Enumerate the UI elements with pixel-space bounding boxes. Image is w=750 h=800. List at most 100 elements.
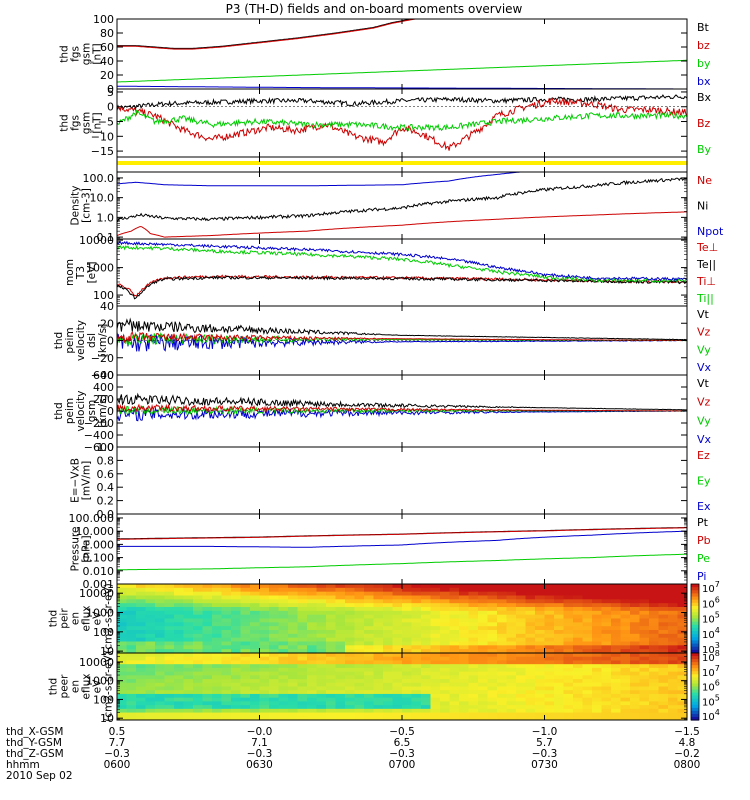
y-tick-label: 100 [93, 13, 114, 26]
y-tick-label: 0.2 [97, 495, 115, 508]
legend-fgs_gsm-bx: bx [697, 75, 711, 88]
y-tick-label: −400 [84, 429, 114, 442]
panel-frame [116, 446, 688, 515]
spectrogram-peer_spectrogram [117, 653, 687, 720]
y-axis-label: thd [59, 114, 71, 131]
y-tick-label: 600 [93, 369, 114, 382]
y-axis-label: peir [59, 608, 71, 629]
y-axis-label: thd [48, 610, 60, 627]
series-density-Npot [117, 172, 526, 187]
legend-velocity_gsm-Vt: Vt [697, 377, 710, 390]
x-tick-label: 0730 [531, 759, 558, 771]
colorbar-tick-label: 107 [702, 664, 720, 679]
y-axis-label: (cm2-s-sr-eV) [103, 583, 115, 653]
colorbar-tick-label: 104 [702, 708, 720, 723]
y-tick-label: 0.100 [83, 552, 115, 565]
colorbar-tick-label: 106 [702, 679, 720, 694]
x-row-label: thd_Z-GSM [6, 748, 64, 760]
legend-velocity_dsl-Vy: Vy [697, 343, 711, 356]
legend-density-Npot: Npot [697, 225, 724, 238]
x-tick-label: −1.5 [674, 726, 700, 738]
y-tick-label: 40 [100, 55, 114, 68]
series-mom_temp-Te|| [117, 275, 687, 300]
panel-frame [116, 171, 688, 240]
legend-mom_temp-Te||: Te|| [696, 258, 716, 271]
y-tick-label: 0 [107, 335, 114, 348]
y-tick-label: −5 [98, 116, 114, 129]
legend-fgs_gsm_b-By: By [697, 143, 712, 156]
x-axis-labels: thd_X-GSM 0.5 −0.0 −0.5 −1.0 −1.5 thd_Y-GSM 7.7… [6, 726, 700, 782]
y-tick-label: −200 [84, 417, 114, 430]
y-tick-label: 0.8 [97, 454, 115, 467]
y-tick-label: 0.010 [83, 565, 115, 578]
series-mom_temp-Ti⊥ [117, 240, 687, 282]
y-tick-label: 0.4 [97, 481, 115, 494]
legend-pressure-Pi: Pi [697, 570, 706, 583]
y-tick-label: 100 [93, 289, 114, 302]
x-tick-label: −0.5 [389, 726, 415, 738]
y-axis-label: thd [53, 402, 65, 419]
x-row-label: thd_Y-GSM [6, 737, 62, 749]
y-tick-label: 0 [107, 83, 114, 96]
panel-frame [116, 513, 688, 585]
series-fgs_gsm-bz [117, 19, 418, 50]
series-fgs_gsm_b-Bz [117, 96, 687, 151]
y-axis-label: eV [92, 679, 104, 693]
legend-fgs_gsm-by: by [697, 57, 711, 70]
y-tick-label: 20 [100, 317, 114, 330]
legend-velocity_dsl-Vx: Vx [697, 361, 712, 374]
x-tick-label: 7.7 [109, 737, 126, 749]
legend-velocity_dsl-Vt: Vt [697, 308, 710, 321]
x-tick-label: 4.8 [679, 737, 696, 749]
x-tick-label: −0.2 [674, 748, 700, 760]
legend-fgs_gsm-Bt: Bt [697, 21, 710, 34]
legend-density-Ne: Ne [697, 174, 712, 187]
y-tick-label: 200 [93, 393, 114, 406]
x-tick-label: 0600 [104, 759, 131, 771]
colorbar-tick-label: 106 [702, 595, 720, 610]
legend-pressure-Pb: Pb [697, 534, 711, 547]
legend-mom_temp-Ti⊥: Ti⊥ [696, 275, 716, 288]
legend-fgs_gsm_b-Bz: Bz [697, 117, 711, 130]
y-axis-label: [mV/m] [81, 461, 93, 500]
quality-flag-bar [117, 161, 687, 165]
y-tick-label: 0.001 [83, 578, 115, 591]
y-axis-label: peim [64, 327, 76, 353]
y-tick-label: 5 [107, 86, 114, 99]
legend-mom_temp-Te⊥: Te⊥ [696, 241, 718, 254]
x-tick-label: −0.3 [104, 748, 130, 760]
x-tick-label: 0800 [674, 759, 701, 771]
y-tick-label: 1.0 [97, 211, 115, 224]
y-axis-label: eflux [81, 606, 93, 632]
y-tick-label: 0 [107, 101, 114, 114]
series-fgs_gsm-by [117, 59, 687, 83]
y-axis-label: peim [64, 398, 76, 424]
y-tick-label: 100.0 [83, 172, 115, 185]
y-axis-label: eflux [81, 674, 93, 700]
legend-velocity_gsm-Vx: Vx [697, 433, 712, 446]
y-axis-label: gsm [81, 112, 93, 134]
x-row-label: hhmm [6, 759, 40, 771]
y-axis-label: gsm [81, 43, 93, 65]
y-axis-label: dsl [86, 333, 98, 348]
legend-velocity_gsm-Vz: Vz [697, 396, 711, 409]
series-pressure-Pe [117, 553, 687, 571]
y-tick-label: 1000 [86, 675, 114, 688]
chart-title: P3 (TH-D) fields and on-board moments ov… [226, 2, 523, 16]
y-axis-label: gsm [86, 400, 98, 422]
y-tick-label: 10 [100, 645, 114, 658]
x-tick-label: 6.5 [394, 737, 411, 749]
series-density-Ne [117, 211, 687, 238]
y-axis-label: [km/s] [97, 324, 109, 358]
y-axis-label: mom [64, 259, 76, 286]
y-axis-label: thd [53, 332, 65, 349]
y-tick-label: 0.0 [97, 508, 115, 521]
series-mom_temp-Ti|| [117, 244, 687, 283]
y-tick-label: 1.000 [83, 538, 115, 551]
y-axis-label: [nPa] [81, 535, 93, 562]
